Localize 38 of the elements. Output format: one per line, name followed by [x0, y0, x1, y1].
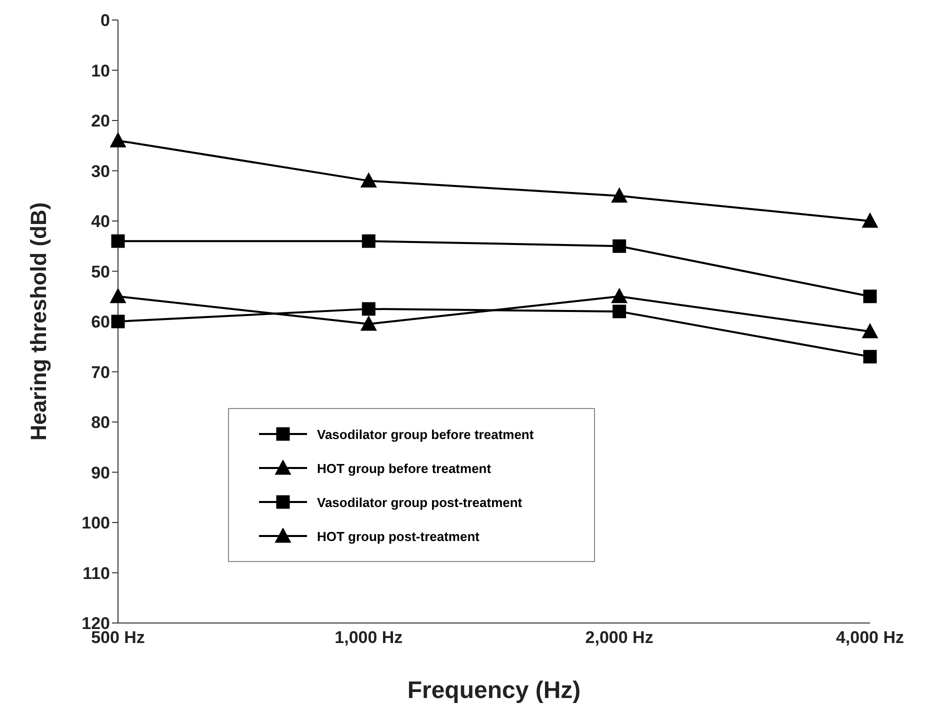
y-tick-label: 80	[91, 413, 110, 432]
x-axis-title: Frequency (Hz)	[407, 677, 581, 704]
point	[111, 234, 125, 248]
point	[612, 188, 628, 203]
y-tick-label: 100	[82, 514, 110, 533]
y-tick-label: 40	[91, 212, 110, 232]
y-tick-label: 30	[91, 162, 110, 181]
legend-label: HOT group before treatment	[317, 460, 492, 476]
y-tick-label: 110	[82, 564, 110, 583]
x-tick-label: 500 Hz	[91, 628, 145, 648]
point	[360, 173, 376, 188]
legend-label: HOT group post-treatment	[317, 528, 480, 544]
y-tick-label: 50	[91, 262, 110, 282]
point	[111, 314, 125, 328]
x-tick-label: 1,000 Hz	[334, 628, 403, 648]
point	[862, 324, 878, 338]
point	[862, 213, 878, 228]
y-tick-label: 10	[91, 61, 110, 80]
y-tick-label: 60	[91, 312, 110, 332]
legend-label: Vasodilator group post-treatment	[317, 494, 522, 510]
point	[863, 350, 877, 364]
point	[612, 304, 626, 318]
y-tick-label: 90	[91, 463, 110, 482]
y-tick-label: 70	[91, 362, 110, 382]
point	[110, 132, 126, 148]
legend-label: Vasodilator group before treatment	[317, 426, 534, 442]
point	[362, 234, 376, 248]
point	[110, 288, 126, 304]
y-tick-label: 0	[100, 11, 110, 30]
y-tick-label: 20	[91, 112, 110, 131]
x-tick-label: 4,000 Hz	[836, 628, 904, 648]
point	[612, 288, 628, 304]
point	[360, 316, 376, 331]
y-axis-title: Hearing threshold (dB)	[26, 202, 51, 441]
point	[863, 290, 877, 304]
point	[612, 239, 626, 253]
x-tick-label: 2,000 Hz	[585, 628, 654, 648]
point	[362, 302, 376, 316]
